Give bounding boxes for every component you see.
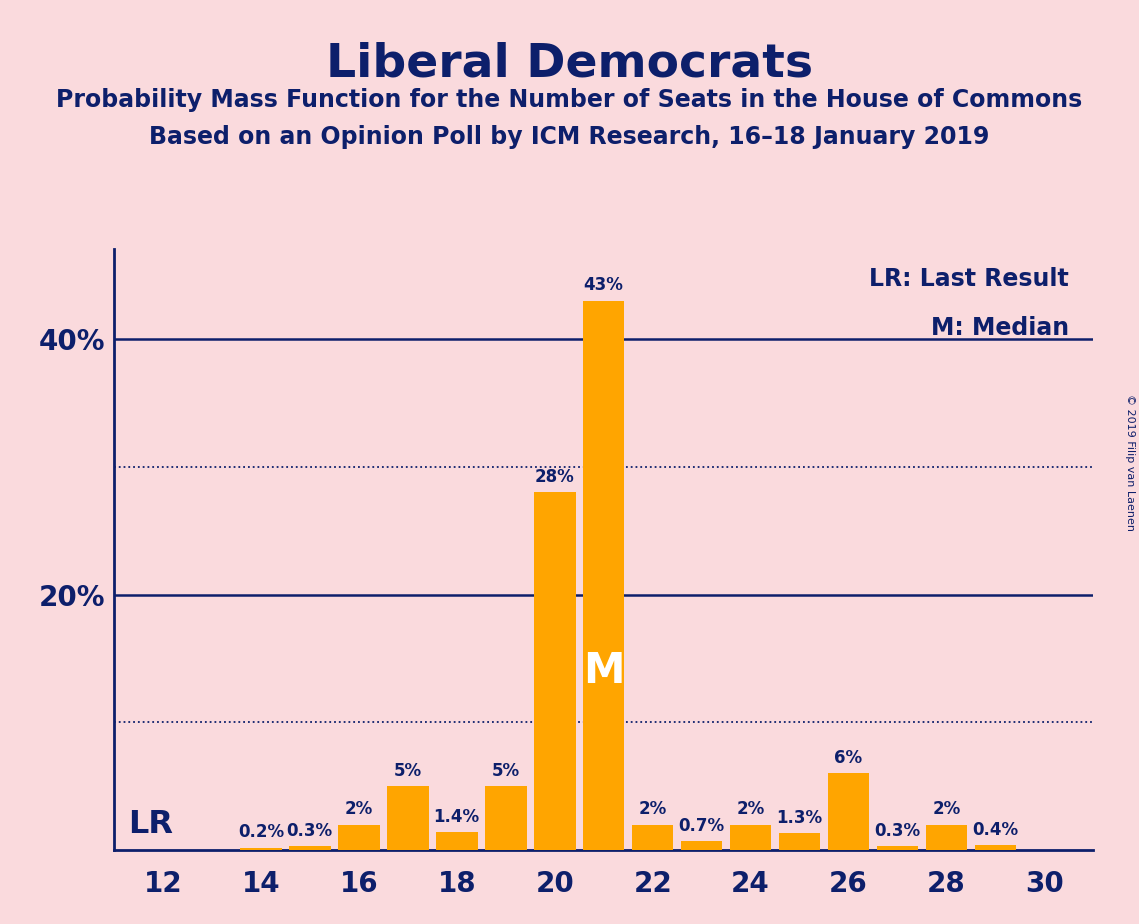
Bar	[436, 833, 477, 850]
Text: 0.2%: 0.2%	[238, 823, 284, 841]
Bar	[779, 833, 820, 850]
Text: LR: LR	[129, 808, 173, 840]
Text: Probability Mass Function for the Number of Seats in the House of Commons: Probability Mass Function for the Number…	[56, 88, 1083, 112]
Text: Liberal Democrats: Liberal Democrats	[326, 42, 813, 87]
Text: 5%: 5%	[492, 761, 519, 780]
Bar	[240, 847, 281, 850]
Bar	[534, 492, 575, 850]
Bar	[681, 841, 722, 850]
Text: 0.3%: 0.3%	[875, 821, 920, 840]
Text: LR: Last Result: LR: Last Result	[869, 268, 1070, 291]
Text: 2%: 2%	[933, 800, 960, 818]
Bar	[387, 786, 428, 850]
Text: 1.3%: 1.3%	[777, 809, 822, 827]
Text: Based on an Opinion Poll by ICM Research, 16–18 January 2019: Based on an Opinion Poll by ICM Research…	[149, 125, 990, 149]
Text: M: M	[583, 650, 624, 692]
Bar	[338, 824, 379, 850]
Bar	[877, 846, 918, 850]
Bar	[828, 773, 869, 850]
Text: 6%: 6%	[835, 749, 862, 767]
Text: 0.7%: 0.7%	[679, 817, 724, 834]
Bar	[583, 300, 624, 850]
Text: 2%: 2%	[639, 800, 666, 818]
Text: 28%: 28%	[535, 468, 574, 486]
Text: 1.4%: 1.4%	[434, 808, 480, 826]
Bar	[730, 824, 771, 850]
Bar	[975, 845, 1016, 850]
Text: © 2019 Filip van Laenen: © 2019 Filip van Laenen	[1125, 394, 1134, 530]
Text: M: Median: M: Median	[931, 316, 1070, 339]
Bar	[485, 786, 526, 850]
Bar	[289, 846, 330, 850]
Bar	[632, 824, 673, 850]
Text: 43%: 43%	[583, 276, 624, 294]
Text: 2%: 2%	[737, 800, 764, 818]
Text: 0.4%: 0.4%	[973, 821, 1018, 839]
Text: 2%: 2%	[345, 800, 372, 818]
Text: 0.3%: 0.3%	[287, 821, 333, 840]
Text: 5%: 5%	[394, 761, 421, 780]
Bar	[926, 824, 967, 850]
